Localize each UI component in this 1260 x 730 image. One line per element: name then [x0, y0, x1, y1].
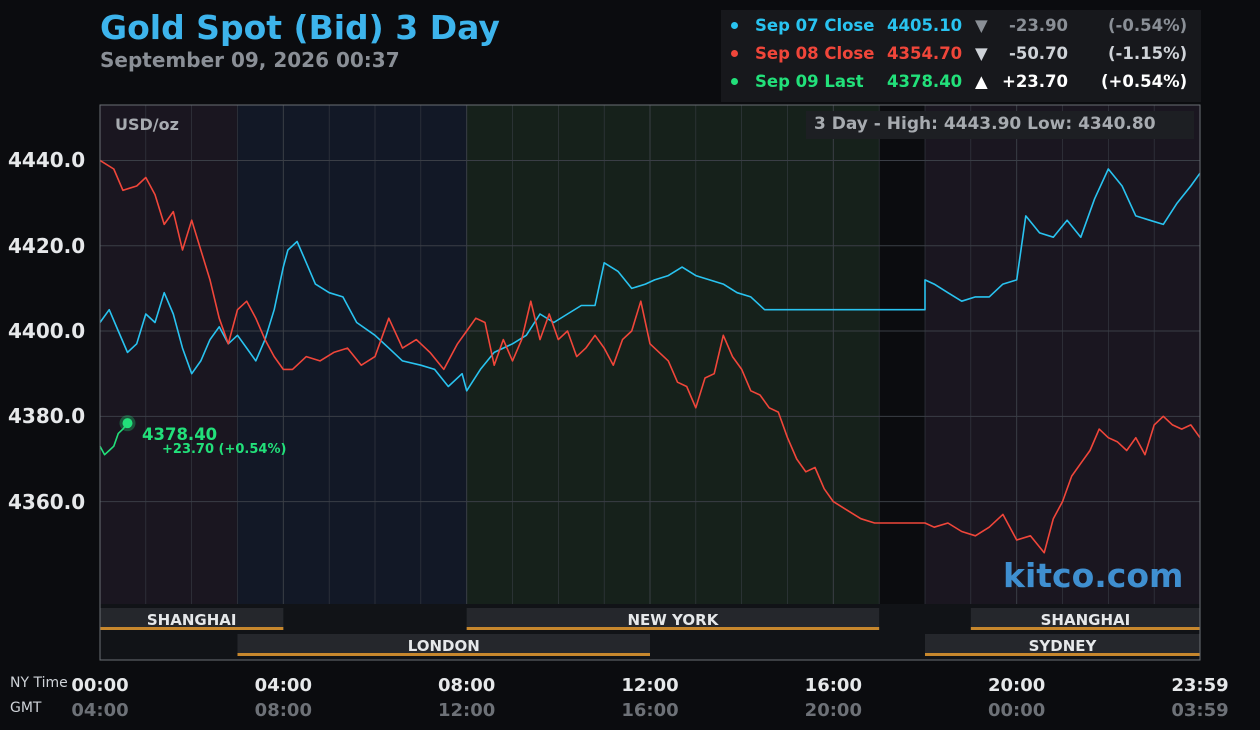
legend: Sep 07 Close 4405.10 ▼ -23.90 (-0.54%) S… [721, 10, 1201, 102]
legend-price: 4354.70 [887, 44, 963, 63]
y-tick-label: 4400.0 [8, 319, 86, 344]
session-label: LONDON [407, 637, 480, 655]
price-lines [99, 159, 1201, 554]
x-tick-label-gmt: 08:00 [254, 700, 312, 721]
legend-change: +23.70 [1002, 72, 1069, 91]
chart-title: Gold Spot (Bid) 3 Day [100, 8, 500, 47]
x-tick-label-ny: 23:59 [1171, 675, 1229, 696]
y-tick-label: 4380.0 [8, 404, 86, 429]
legend-label: Sep 09 Last [755, 72, 864, 91]
session-background [466, 105, 880, 604]
last-price-label: 4378.40 [142, 425, 218, 444]
legend-dot [731, 22, 738, 29]
x-tick-label-gmt: 03:59 [1171, 700, 1229, 721]
x-tick-label-gmt: 16:00 [621, 700, 679, 721]
session-background [100, 105, 238, 604]
legend-pct: (-1.15%) [1108, 44, 1188, 63]
watermark: kitco.com [1003, 556, 1184, 595]
session-band-underline [925, 653, 1200, 656]
legend-change: -50.70 [1009, 44, 1069, 63]
series-line-sep-09 [99, 422, 129, 456]
y-tick-label: 4440.0 [8, 148, 86, 173]
down-arrow-icon: ▼ [975, 44, 988, 63]
session-band [237, 634, 650, 656]
last-change-label: +23.70 (+0.54%) [162, 442, 287, 457]
legend-price: 4378.40 [887, 72, 963, 91]
ny-time-label: NY Time [10, 675, 68, 691]
legend-change: -23.90 [1009, 16, 1069, 35]
legend-label: Sep 07 Close [755, 16, 875, 35]
session-background [879, 105, 925, 604]
session-band-underline [970, 627, 1200, 630]
legend-pct: (-0.54%) [1108, 16, 1188, 35]
x-tick-label-ny: 04:00 [254, 675, 312, 696]
legend-row-sep08: Sep 08 Close 4354.70 ▼ -50.70 (-1.15%) [721, 40, 1201, 66]
legend-label: Sep 08 Close [755, 44, 875, 63]
x-tick-label-ny: 12:00 [621, 675, 679, 696]
legend-row-sep07: Sep 07 Close 4405.10 ▼ -23.90 (-0.54%) [721, 12, 1201, 38]
session-bands [100, 604, 1200, 660]
session-band [100, 608, 284, 630]
y-tick-label: 4360.0 [8, 489, 86, 514]
plot-border [99, 104, 1201, 661]
legend-price: 4405.10 [887, 16, 963, 35]
down-arrow-icon: ▼ [975, 16, 988, 35]
x-tick-label-ny: 00:00 [71, 675, 129, 696]
session-band-underline [466, 627, 880, 630]
session-label: SHANGHAI [1040, 611, 1131, 629]
x-tick-label-ny: 20:00 [988, 675, 1046, 696]
x-tick-label-gmt: 04:00 [71, 700, 129, 721]
series-line-sep-08 [99, 159, 1201, 554]
session-band [970, 608, 1200, 630]
x-tick-label-gmt: 20:00 [804, 700, 862, 721]
chart-subtitle: September 09, 2026 00:37 [100, 48, 400, 72]
session-band [466, 608, 880, 630]
up-arrow-icon: ▲ [975, 72, 988, 91]
high-low-box [806, 111, 1194, 139]
high-low-text: 3 Day - High: 4443.90 Low: 4340.80 [814, 114, 1156, 134]
gmt-label: GMT [10, 700, 42, 716]
legend-pct: (+0.54%) [1101, 72, 1188, 91]
legend-row-sep09: Sep 09 Last 4378.40 ▲ +23.70 (+0.54%) [721, 68, 1201, 94]
unit-label: USD/oz [115, 115, 179, 134]
last-point-marker [122, 418, 133, 429]
x-tick-label-gmt: 00:00 [988, 700, 1046, 721]
grid [100, 105, 1200, 660]
x-tick-label-gmt: 12:00 [438, 700, 496, 721]
session-band-underline [237, 653, 650, 656]
session-label: SHANGHAI [146, 611, 237, 629]
y-tick-label: 4420.0 [8, 233, 86, 258]
session-label: NEW YORK [627, 611, 719, 629]
session-label: SYDNEY [1028, 637, 1097, 655]
legend-dot [731, 50, 738, 57]
session-band [925, 634, 1200, 656]
x-tick-label-ny: 16:00 [804, 675, 862, 696]
legend-dot [731, 78, 738, 85]
session-band-underline [100, 627, 284, 630]
x-tick-label-ny: 08:00 [438, 675, 496, 696]
